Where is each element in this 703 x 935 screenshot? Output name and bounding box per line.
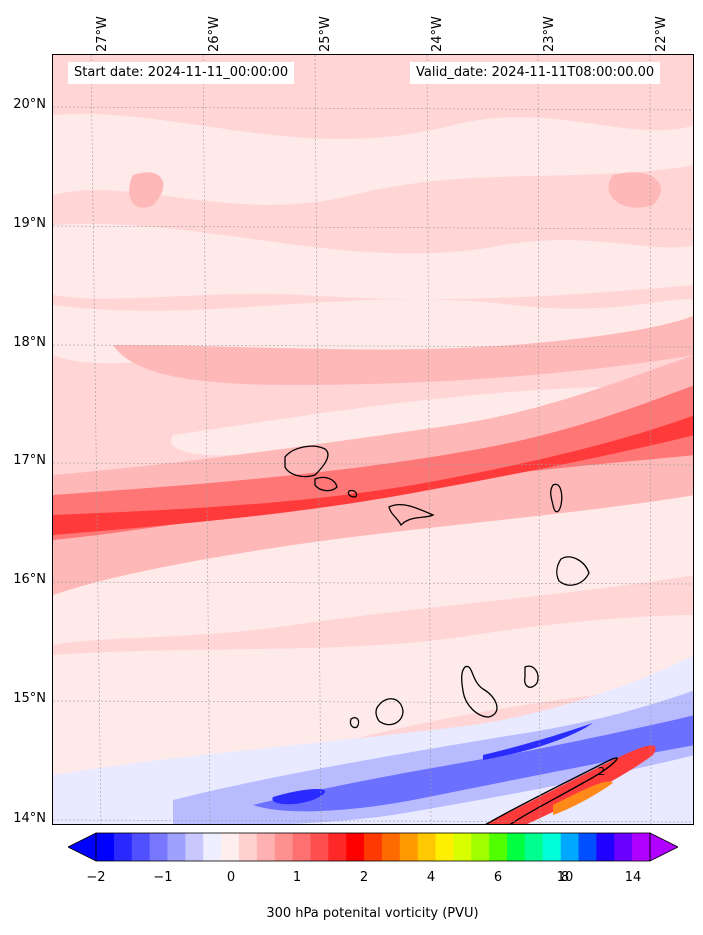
pv-band-light xyxy=(53,485,693,645)
pv-filament-strong xyxy=(486,745,656,824)
colorbar-swatch xyxy=(524,833,544,861)
colorbar-swatch xyxy=(507,833,526,861)
colorbar-swatch xyxy=(542,833,562,861)
island-boa-vista xyxy=(556,556,590,586)
pv-filament-orange xyxy=(553,781,613,815)
island-santiago xyxy=(461,665,498,718)
lon-label: 25°W xyxy=(318,16,333,52)
colorbar-swatch xyxy=(471,833,490,861)
pv-neg-max xyxy=(483,723,593,760)
island-sal xyxy=(550,483,563,513)
pv-band-mid xyxy=(608,172,661,208)
pv-band-max xyxy=(53,415,693,535)
colorbar-swatch xyxy=(632,833,651,861)
pv-band-light xyxy=(53,223,693,300)
pv-band-light xyxy=(53,615,693,785)
colorbar-title: 300 hPa potenital vorticity (PVU) xyxy=(266,906,479,921)
colorbar-swatch xyxy=(274,833,294,861)
colorbar-swatch xyxy=(292,833,311,861)
colorbar-swatch xyxy=(185,833,204,861)
colorbar-swatch xyxy=(310,833,329,861)
pv-band-mid xyxy=(129,172,164,208)
lat-label: 18°N xyxy=(13,335,46,350)
island-santa-luzia xyxy=(347,489,358,498)
pv-contour-2 xyxy=(485,757,618,824)
colorbar-swatch xyxy=(381,833,401,861)
colorbar-tick: 10 xyxy=(556,870,574,885)
colorbar-swatch xyxy=(560,833,580,861)
colorbar-swatch xyxy=(238,833,258,861)
colorbar-border xyxy=(95,832,651,862)
colorbar-swatch xyxy=(364,833,383,861)
colorbar-swatch xyxy=(614,833,633,861)
island-brava xyxy=(349,717,360,729)
valid-date-label: Valid_date: 2024-11-11T08:00:00.00 xyxy=(410,62,661,84)
island-maio xyxy=(524,665,539,688)
island-santo-antao xyxy=(284,445,329,478)
colorbar-swatch xyxy=(489,833,508,861)
colorbar-extend-low xyxy=(68,832,97,862)
colorbar-swatch xyxy=(149,833,168,861)
contour-label: 2 xyxy=(598,765,605,778)
gridlines xyxy=(53,55,693,824)
lat-label: 19°N xyxy=(13,216,46,231)
lon-label: 26°W xyxy=(207,16,222,52)
colorbar-tick: 0 xyxy=(226,870,236,885)
colorbar-swatch xyxy=(203,833,222,861)
island-fogo xyxy=(375,698,404,726)
colorbar-extend-high xyxy=(649,832,678,862)
pv-band-strong xyxy=(53,385,693,540)
island-sao-nicolau xyxy=(388,503,435,527)
pv-band-mid xyxy=(113,315,693,385)
lon-label: 22°W xyxy=(654,16,669,52)
colorbar-tick: 1 xyxy=(292,870,302,885)
colorbar-tick: 4 xyxy=(426,870,436,885)
colorbar-tick: 8 xyxy=(560,870,570,885)
colorbar-swatch xyxy=(399,833,419,861)
pv-neg-max xyxy=(272,789,326,805)
colorbar-swatch xyxy=(221,833,240,861)
lon-label: 27°W xyxy=(95,16,110,52)
lat-label: 16°N xyxy=(13,572,46,587)
colorbar-swatch xyxy=(578,833,597,861)
colorbar-swatch xyxy=(417,833,437,861)
lon-label: 23°W xyxy=(542,16,557,52)
lon-label: 24°W xyxy=(430,16,445,52)
lat-label: 20°N xyxy=(13,97,46,112)
colorbar-swatch xyxy=(346,833,365,861)
pv-band-light xyxy=(53,113,693,205)
colorbar-swatch xyxy=(256,833,276,861)
colorbar-swatch xyxy=(453,833,472,861)
island-sao-vicente xyxy=(314,476,338,492)
colorbar-swatch xyxy=(167,833,186,861)
lat-label: 14°N xyxy=(13,811,46,826)
colorbar-tick: −2 xyxy=(86,870,106,885)
colorbar-tick: 14 xyxy=(624,870,642,885)
colorbar-swatch xyxy=(596,833,615,861)
colorbar-swatch xyxy=(435,833,454,861)
colorbar-tick: −1 xyxy=(153,870,173,885)
lat-label: 17°N xyxy=(13,453,46,468)
coastlines xyxy=(284,445,590,729)
pv-map: 2 xyxy=(53,55,693,824)
colorbar-swatch xyxy=(113,833,133,861)
start-date-label: Start date: 2024-11-11_00:00:00 xyxy=(68,62,295,84)
colorbar xyxy=(68,832,678,862)
colorbar-tick: 6 xyxy=(493,870,503,885)
colorbar-swatch xyxy=(328,833,347,861)
pv-neg-strong xyxy=(253,715,693,812)
colorbar-swatch xyxy=(96,833,115,861)
colorbar-swatch xyxy=(131,833,151,861)
lat-label: 15°N xyxy=(13,691,46,706)
map-frame: 2 xyxy=(52,54,694,825)
colorbar-tick: 2 xyxy=(359,870,369,885)
